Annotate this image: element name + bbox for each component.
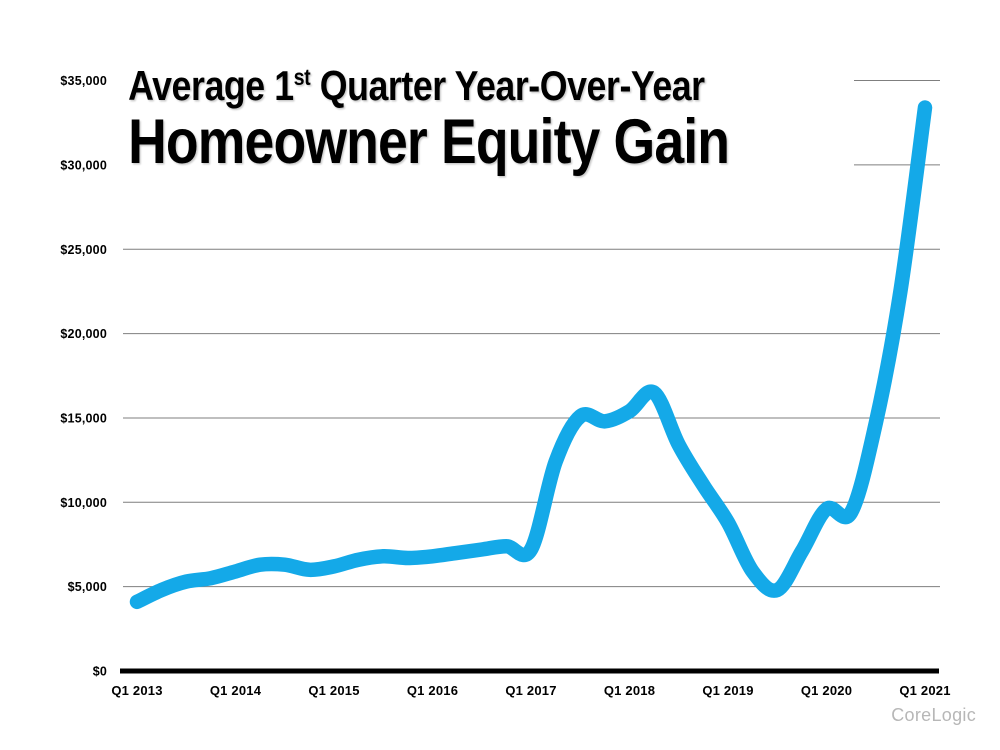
chart-title: Average 1st Quarter Year-Over-Year Homeo…: [123, 52, 854, 204]
y-tick-label: $15,000: [60, 411, 107, 425]
x-tick-label: Q1 2018: [604, 683, 655, 698]
y-axis-labels: $0 $5,000 $10,000 $15,000 $20,000 $25,00…: [60, 74, 107, 679]
x-tick-label: Q1 2021: [899, 683, 950, 698]
x-tick-label: Q1 2020: [801, 683, 852, 698]
x-tick-label: Q1 2019: [702, 683, 753, 698]
y-tick-label: $35,000: [60, 74, 107, 88]
chart-title-line2: Homeowner Equity Gain: [128, 107, 730, 178]
y-tick-label: $25,000: [60, 243, 107, 257]
x-tick-label: Q1 2013: [111, 683, 162, 698]
y-tick-label: $5,000: [68, 580, 107, 594]
y-tick-label: $30,000: [60, 158, 107, 172]
y-tick-label: $20,000: [60, 327, 107, 341]
x-tick-label: Q1 2017: [505, 683, 556, 698]
x-tick-label: Q1 2015: [308, 683, 359, 698]
chart-title-line1: Average 1st Quarter Year-Over-Year: [128, 62, 705, 109]
equity-gain-line: [129, 100, 933, 610]
corelogic-attribution: CoreLogic: [891, 705, 976, 725]
y-tick-label: $10,000: [60, 496, 107, 510]
y-tick-label: $0: [93, 665, 107, 679]
x-tick-label: Q1 2016: [407, 683, 458, 698]
x-tick-label: Q1 2014: [210, 683, 262, 698]
ordinal-superscript: st: [293, 64, 311, 90]
x-axis-labels: Q1 2013 Q1 2014 Q1 2015 Q1 2016 Q1 2017 …: [111, 683, 950, 698]
